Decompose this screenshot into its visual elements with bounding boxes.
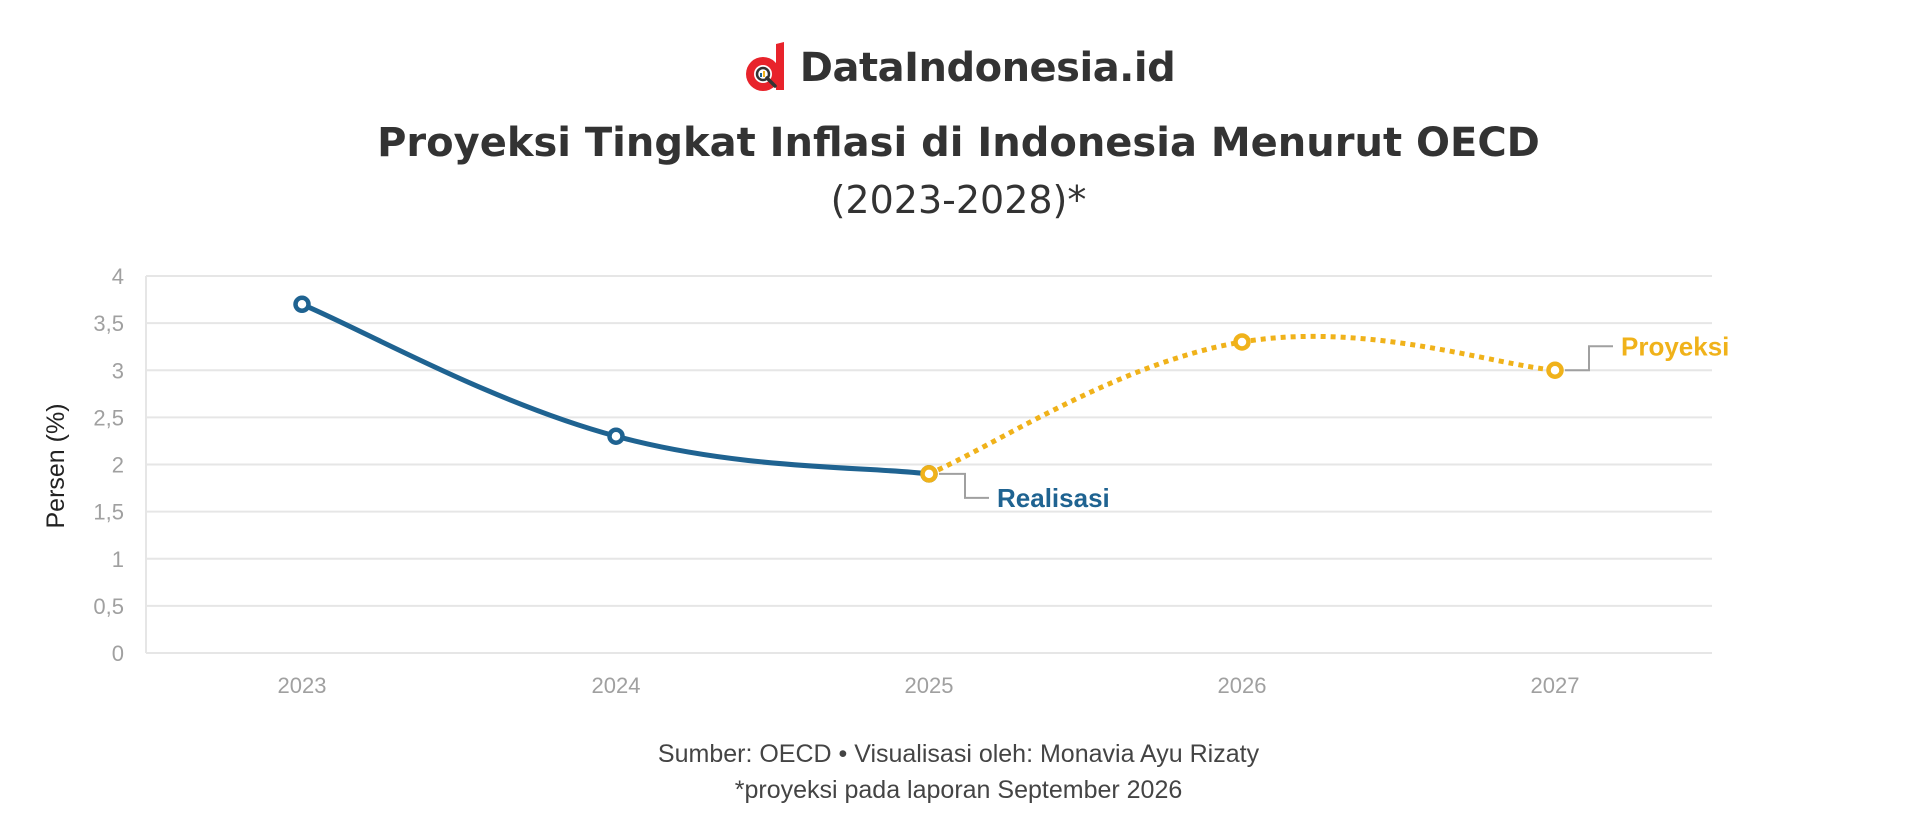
series-labels: Realisasi Proyeksi xyxy=(939,331,1729,513)
label-connector xyxy=(1565,345,1613,372)
y-tick-label: 0 xyxy=(112,641,124,666)
series-line-proyeksi xyxy=(928,333,1556,477)
series-label-realisasi: Realisasi xyxy=(997,483,1110,513)
series-label-proyeksi: Proyeksi xyxy=(1621,331,1729,361)
x-tick-label: 2023 xyxy=(278,673,327,698)
x-tick-label: 2027 xyxy=(1531,673,1580,698)
projection-note: *proyeksi pada laporan September 2026 xyxy=(734,776,1183,804)
x-tick-label: 2025 xyxy=(905,673,954,698)
brand-header: DataIndonesia.id xyxy=(0,38,1917,98)
y-tick-label: 3 xyxy=(112,358,124,383)
series-lines xyxy=(301,301,1556,477)
y-tick-label: 0,5 xyxy=(93,594,124,619)
y-tick-label: 1,5 xyxy=(93,500,124,525)
x-tick-label: 2024 xyxy=(592,673,641,698)
brand-name: DataIndonesia.id xyxy=(799,45,1176,91)
data-point xyxy=(1546,361,1564,379)
y-tick-label: 4 xyxy=(112,264,124,289)
data-point xyxy=(293,295,311,314)
x-axis-ticks: 2023 2024 2025 2026 2027 xyxy=(278,673,1580,698)
y-tick-label: 1 xyxy=(112,547,124,572)
chart-subtitle: (2023-2028)* xyxy=(830,178,1087,222)
y-axis-ticks: 0 0,5 1 1,5 2 2,5 3 3,5 4 xyxy=(93,264,124,666)
data-point xyxy=(607,427,625,445)
dataindonesia-logo-icon xyxy=(745,42,784,91)
x-tick-label: 2026 xyxy=(1218,673,1267,698)
source-credit: Sumber: OECD • Visualisasi oleh: Monavia… xyxy=(657,740,1260,768)
y-tick-label: 2,5 xyxy=(93,405,124,430)
y-axis-label: Persen (%) xyxy=(42,403,70,528)
footer: Sumber: OECD • Visualisasi oleh: Monavia… xyxy=(0,736,1917,808)
line-chart: 0 0,5 1 1,5 2 2,5 3 3,5 4 2023 2024 2025 2026 2027 P… xyxy=(42,264,1729,698)
chart-title: Proyeksi Tingkat Inflasi di Indonesia Me… xyxy=(377,120,1540,166)
data-point xyxy=(920,465,938,483)
label-connector xyxy=(939,472,989,499)
series-line-realisasi xyxy=(301,301,930,477)
data-point xyxy=(1233,333,1251,351)
y-tick-label: 2 xyxy=(112,453,124,478)
grid-lines xyxy=(145,275,1712,654)
data-points xyxy=(293,295,1564,483)
y-tick-label: 3,5 xyxy=(93,311,124,336)
